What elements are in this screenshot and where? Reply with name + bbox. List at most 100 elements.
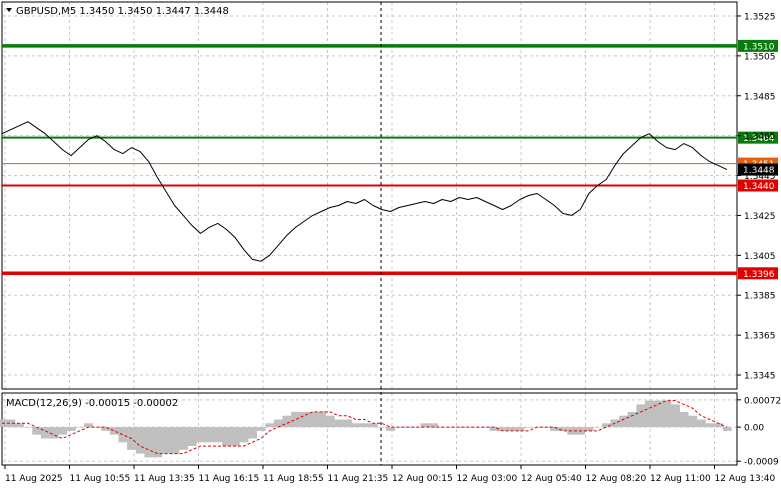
macd-histogram-bar	[222, 427, 232, 446]
price-level-badge-label: 1.3464	[743, 134, 775, 144]
price-level-badge	[738, 131, 778, 144]
price-levels	[2, 44, 737, 276]
macd-axis-label: 0.00	[744, 424, 764, 434]
macd-histogram-bar	[23, 427, 33, 428]
price-level-badge	[738, 179, 778, 192]
macd-histogram-bar	[178, 427, 188, 450]
price-grid	[2, 2, 737, 389]
macd-histogram-bar	[722, 427, 732, 431]
macd-histogram-bar	[317, 411, 326, 428]
macd-histogram-bar	[273, 419, 283, 428]
macd-histogram-bar	[58, 427, 68, 435]
macd-histogram-bar	[619, 415, 629, 428]
macd-histogram-bar	[170, 427, 180, 454]
macd-histogram-bar	[584, 427, 594, 431]
macd-histogram-bar	[696, 419, 706, 428]
macd-histogram-bar	[489, 427, 499, 431]
macd-histogram-bar	[688, 415, 698, 428]
price-level-badge	[738, 267, 778, 280]
macd-histogram-bar	[645, 400, 654, 428]
macd-histogram-bar	[308, 411, 318, 428]
macd-label: MACD(12,26,9) -0.00015 -0.00002	[6, 398, 178, 409]
price-axis-label: 1.3345	[744, 372, 776, 382]
price-level-badge-label: 1.3440	[743, 182, 775, 192]
macd-axis-label: -0.0009	[744, 458, 779, 468]
macd-axis-label: 0.00072	[744, 396, 781, 406]
time-axis-label: 12 Aug 05:40	[521, 474, 582, 484]
macd-histogram-bar	[420, 423, 430, 428]
time-axis-label: 11 Aug 16:15	[199, 474, 260, 484]
price-level-badge	[738, 163, 778, 176]
macd-histogram-bar	[32, 427, 42, 435]
macd-histogram-bar	[670, 404, 680, 428]
macd-histogram-bar	[161, 427, 171, 454]
macd-histogram-bar	[377, 427, 387, 428]
macd-histogram-bar	[256, 427, 266, 431]
macd-histogram-bar	[187, 427, 197, 446]
price-axis-label: 1.3425	[744, 212, 776, 222]
macd-histogram-bar	[109, 427, 119, 435]
macd-histogram-bar	[144, 427, 154, 458]
price-axis-label: 1.3405	[744, 252, 776, 262]
symbol-dropdown-icon[interactable]	[6, 8, 12, 12]
macd-histogram-bar	[714, 423, 724, 428]
macd-histogram-bar	[627, 411, 637, 428]
price-axis-label: 1.3525	[744, 12, 776, 22]
macd-histogram-bar	[360, 423, 370, 428]
macd-histogram-bar	[593, 427, 603, 428]
time-axis-label: 12 Aug 08:20	[586, 474, 647, 484]
macd-histogram	[0, 400, 732, 458]
macd-histogram-bar	[248, 427, 257, 439]
macd-histogram-bar	[446, 427, 456, 428]
macd-histogram-bar	[558, 427, 568, 431]
macd-histogram-bar	[230, 427, 240, 446]
price-axis-label: 1.3505	[744, 52, 776, 62]
price-axis-label: 1.3465	[744, 132, 776, 142]
macd-histogram-bar	[342, 419, 352, 428]
time-axis-label: 11 Aug 18:55	[263, 474, 324, 484]
macd-histogram-bar	[66, 427, 76, 431]
price-axis-label: 1.3445	[744, 172, 776, 182]
price-line	[1, 121, 728, 262]
macd-histogram-bar	[515, 427, 525, 431]
macd-axis: 0.00072 0.00 -0.0009	[737, 396, 781, 468]
time-axis-label: 12 Aug 13:40	[715, 474, 776, 484]
macd-signal-line	[2, 400, 728, 455]
macd-histogram-bar	[636, 404, 646, 428]
macd-histogram-bar	[550, 427, 560, 431]
macd-histogram-bar	[84, 423, 93, 428]
macd-histogram-bar	[481, 427, 490, 428]
price-level-badge-label: 1.3396	[743, 270, 775, 280]
time-axis-label: 11 Aug 10:55	[70, 474, 131, 484]
macd-histogram-bar	[601, 423, 611, 428]
macd-histogram-bar	[196, 427, 206, 443]
macd-histogram-bar	[135, 427, 145, 454]
macd-histogram-bar	[429, 423, 439, 428]
price-axis-label: 1.3365	[744, 332, 776, 342]
price-level-badge	[738, 39, 778, 52]
macd-histogram-bar	[291, 411, 301, 428]
macd-histogram-bar	[6, 419, 16, 428]
time-axis-label: 12 Aug 03:00	[457, 474, 518, 484]
price-axis: 1.3525 1.3505 1.3485 1.3465 1.3445 1.3425 1.34…	[737, 12, 776, 382]
macd-histogram-bar	[705, 423, 715, 428]
macd-histogram-bar	[265, 423, 275, 428]
macd-histogram-bar	[118, 427, 128, 443]
price-level-badge-label: 1.3510	[743, 42, 775, 52]
macd-histogram-bar	[213, 427, 223, 443]
macd-histogram-bar	[368, 423, 378, 428]
macd-histogram-bar	[49, 427, 59, 439]
price-axis-label: 1.3385	[744, 292, 776, 302]
macd-histogram-bar	[325, 415, 335, 428]
time-axis-label: 11 Aug 2025	[5, 474, 63, 484]
time-axis-label: 11 Aug 21:35	[328, 474, 389, 484]
time-axis-label: 11 Aug 13:35	[134, 474, 195, 484]
macd-histogram-bar	[299, 411, 309, 428]
macd-histogram-bar	[334, 419, 344, 428]
chart-title: GBPUSD,M5 1.3450 1.3450 1.3447 1.3448	[16, 6, 229, 17]
price-axis-label: 1.3485	[744, 92, 776, 102]
macd-histogram-bar	[679, 411, 689, 428]
macd-histogram-bar	[351, 423, 361, 428]
